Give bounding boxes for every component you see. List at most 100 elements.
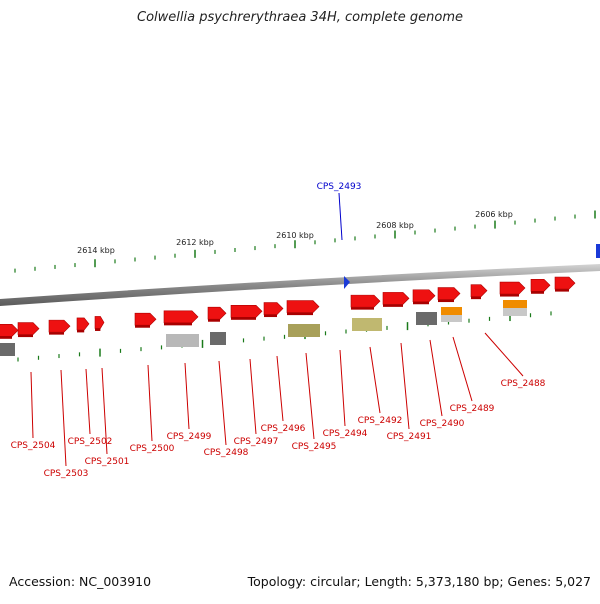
- gene-arrow[interactable]: [17, 322, 40, 335]
- feature-box-gray[interactable]: [0, 343, 15, 356]
- gene-arrow-shadow: [18, 334, 33, 338]
- gene-arrow-shadow: [555, 289, 569, 292]
- gene-label[interactable]: CPS_2488: [501, 379, 546, 389]
- gene-leader-line: [218, 360, 227, 446]
- gene-arrow[interactable]: [263, 302, 284, 315]
- scale-label: 2606 kbp: [475, 210, 513, 219]
- gene-arrow-shadow: [351, 307, 374, 310]
- gene-arrow-shadow: [383, 304, 403, 307]
- feature-box-orange[interactable]: [503, 300, 527, 308]
- highlight-leader-line: [338, 192, 343, 241]
- gene-arrow[interactable]: [412, 289, 436, 303]
- gene-arrow-shadow: [471, 296, 481, 300]
- feature-box-orange[interactable]: [441, 307, 462, 315]
- gene-arrow[interactable]: [437, 287, 461, 300]
- gene-leader-line: [400, 342, 410, 430]
- gene-leader-line: [369, 346, 381, 414]
- gene-arrow[interactable]: [530, 278, 551, 292]
- gene-arrow[interactable]: [470, 284, 488, 297]
- gene-arrow[interactable]: [554, 276, 576, 290]
- feature-box-lightgray[interactable]: [503, 308, 527, 316]
- gene-arrow[interactable]: [382, 292, 410, 305]
- scale-label: 2610 kbp: [276, 231, 314, 240]
- gene-arrow[interactable]: [163, 310, 199, 324]
- gene-leader-line: [147, 364, 153, 442]
- gene-label[interactable]: CPS_2500: [130, 444, 175, 454]
- gene-label[interactable]: CPS_2503: [44, 469, 89, 479]
- gene-leader-line: [484, 332, 524, 377]
- gene-leader-line: [101, 367, 108, 455]
- gene-label[interactable]: CPS_2498: [204, 448, 249, 458]
- scale-label: 2608 kbp: [376, 221, 414, 230]
- edge-feature[interactable]: [596, 244, 600, 258]
- scale-label: 2612 kbp: [176, 238, 214, 247]
- gene-arrow-shadow: [95, 328, 101, 331]
- gene-label[interactable]: CPS_2490: [420, 419, 465, 429]
- gene-arrow-shadow: [208, 319, 220, 322]
- feature-box-gray[interactable]: [210, 332, 226, 345]
- gene-arrow-shadow: [77, 329, 85, 333]
- gene-arrow[interactable]: [76, 317, 90, 331]
- feature-box-lightgray[interactable]: [441, 315, 462, 322]
- gene-label[interactable]: CPS_2504: [11, 441, 56, 451]
- gene-leader-line: [184, 362, 190, 430]
- gene-arrow[interactable]: [0, 324, 19, 337]
- page-title: Colwellia psychrerythraea 34H, complete …: [137, 10, 463, 25]
- feature-boxes: [0, 300, 527, 356]
- gene-arrow-shadow: [231, 317, 256, 320]
- gene-label[interactable]: CPS_2492: [358, 416, 403, 426]
- gene-arrow-shadow: [264, 314, 277, 318]
- gene-arrow[interactable]: [48, 319, 71, 333]
- gene-arrow-shadow: [438, 299, 454, 303]
- gene-arrow[interactable]: [286, 300, 320, 313]
- gene-leader-line: [30, 371, 34, 439]
- highlight-gene-label[interactable]: CPS_2493: [317, 182, 362, 192]
- gene-arrow-shadow: [531, 291, 544, 294]
- gene-label[interactable]: CPS_2491: [387, 432, 432, 442]
- feature-box-gray[interactable]: [416, 312, 437, 325]
- gene-label[interactable]: CPS_2497: [234, 437, 279, 447]
- gene-label[interactable]: CPS_2489: [450, 404, 495, 414]
- gene-labels: CPS_2504 CPS_2503 CPS_2502 CPS_2501CPS_2500…: [11, 332, 546, 479]
- feature-box-lightgray[interactable]: [166, 334, 199, 347]
- gene-leader-line: [249, 358, 257, 435]
- scale-ticks-outer: [14, 210, 596, 273]
- gene-leader-line: [305, 352, 315, 440]
- gene-leader-line: [429, 339, 443, 417]
- gene-label[interactable]: CPS_2499: [167, 432, 212, 442]
- gene-arrow-shadow: [164, 322, 192, 326]
- genome-backbone: [0, 264, 600, 306]
- feature-box-khaki[interactable]: [352, 318, 382, 331]
- gene-arrow[interactable]: [230, 305, 263, 318]
- genome-summary-text: Topology: circular; Length: 5,373,180 bp…: [247, 574, 591, 589]
- accession-text: Accession: NC_003910: [9, 574, 152, 589]
- gene-label[interactable]: CPS_2502: [68, 437, 113, 447]
- gene-label[interactable]: CPS_2496: [261, 424, 306, 434]
- scale-labels: 2614 kbp 2612 kbp 2610 kbp 2608 kbp 2606…: [77, 210, 513, 255]
- gene-label[interactable]: CPS_2501: [85, 457, 130, 467]
- gene-arrow-shadow: [413, 301, 429, 305]
- gene-arrow[interactable]: [207, 306, 227, 320]
- scale-label: 2614 kbp: [77, 246, 115, 255]
- gene-leader-line: [452, 336, 473, 402]
- gene-leader-line: [339, 349, 346, 427]
- highlight-gene-marker[interactable]: [344, 276, 350, 289]
- gene-leader-line: [276, 355, 284, 422]
- gene-arrow-shadow: [135, 325, 150, 328]
- gene-arrow-shadow: [287, 312, 313, 316]
- gene-label[interactable]: CPS_2495: [292, 442, 337, 452]
- gene-arrow-shadow: [49, 332, 64, 335]
- gene-arrow[interactable]: [94, 316, 105, 329]
- feature-box-olive[interactable]: [288, 324, 320, 337]
- gene-arrow-shadow: [500, 294, 519, 297]
- gene-arrow-shadow: [0, 336, 12, 339]
- gene-label[interactable]: CPS_2494: [323, 429, 368, 439]
- gene-arrow[interactable]: [134, 312, 157, 326]
- gene-arrow[interactable]: [499, 281, 526, 295]
- gene-arrows: [0, 276, 576, 339]
- gene-arrow[interactable]: [350, 294, 381, 308]
- gene-leader-line: [85, 368, 91, 435]
- gene-leader-line: [60, 369, 67, 467]
